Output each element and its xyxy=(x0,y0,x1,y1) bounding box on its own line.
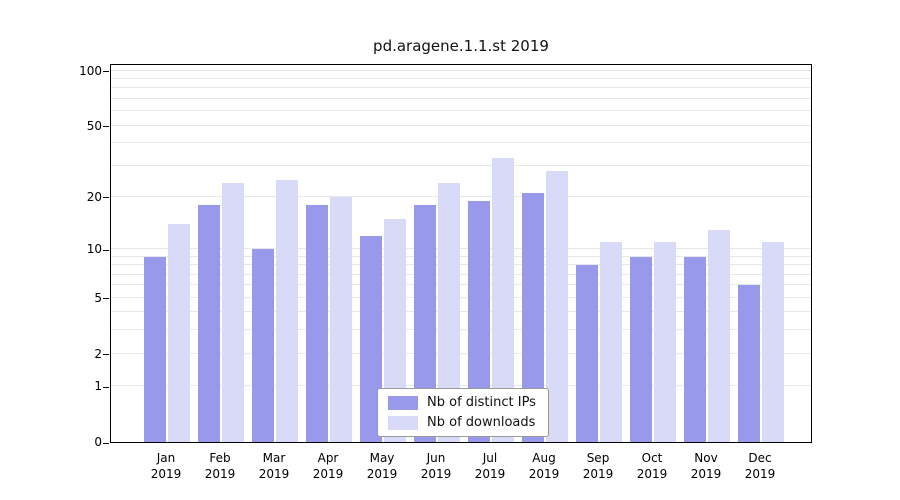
x-tick-label: Nov 2019 xyxy=(690,451,722,482)
gridline xyxy=(111,124,811,126)
y-tick-mark xyxy=(103,386,109,388)
gridline xyxy=(111,69,811,71)
bar-distinct-ips xyxy=(198,205,220,442)
legend-item-downloads: Nb of downloads xyxy=(388,415,536,430)
gridline xyxy=(111,273,811,275)
bar-distinct-ips xyxy=(738,285,760,442)
bar-downloads xyxy=(384,218,406,442)
bar-downloads xyxy=(330,197,352,442)
legend: Nb of distinct IPs Nb of downloads xyxy=(377,388,549,437)
gridline xyxy=(111,385,811,387)
bar-downloads xyxy=(762,242,784,442)
bar-downloads xyxy=(492,158,514,442)
bar-distinct-ips xyxy=(306,205,328,442)
plot-area xyxy=(110,64,812,443)
gridline xyxy=(111,255,811,257)
y-tick-label: 50 xyxy=(86,118,102,133)
bar-distinct-ips xyxy=(576,265,598,442)
y-tick-label: 20 xyxy=(86,189,102,204)
bar-downloads xyxy=(654,242,676,442)
x-tick-label: Oct 2019 xyxy=(636,451,668,482)
bar-distinct-ips xyxy=(360,235,382,442)
y-tick-label: 10 xyxy=(86,242,102,257)
bar-downloads xyxy=(222,182,244,442)
legend-swatch-downloads xyxy=(388,415,418,430)
chart-title: pd.aragene.1.1.st 2019 xyxy=(373,37,549,55)
x-tick-label: Dec 2019 xyxy=(744,451,776,482)
x-tick-label: Sep 2019 xyxy=(582,451,614,482)
bar-distinct-ips xyxy=(144,256,166,442)
y-tick-mark xyxy=(103,71,109,73)
x-tick-label: Jul 2019 xyxy=(474,451,506,482)
gridline xyxy=(111,78,811,79)
bar-downloads xyxy=(708,229,730,442)
x-tick-label: Aug 2019 xyxy=(528,451,560,482)
bar-distinct-ips xyxy=(522,193,544,442)
bar-distinct-ips xyxy=(414,205,436,442)
gridline xyxy=(111,196,811,197)
x-tick-label: Jan 2019 xyxy=(150,451,182,482)
gridline xyxy=(111,142,811,144)
bar-downloads xyxy=(546,171,568,442)
gridline xyxy=(111,248,811,250)
x-tick-label: May 2019 xyxy=(366,451,398,482)
gridline xyxy=(111,97,811,99)
y-tick-label: 5 xyxy=(94,290,102,305)
x-tick-label: Feb 2019 xyxy=(204,451,236,482)
y-tick-label: 2 xyxy=(94,346,102,361)
x-tick-label: Mar 2019 xyxy=(258,451,290,482)
bar-downloads xyxy=(438,182,460,442)
gridline xyxy=(111,264,811,266)
gridline xyxy=(111,352,811,354)
y-tick-mark xyxy=(103,442,109,444)
bar-distinct-ips xyxy=(684,256,706,442)
x-tick-label: Apr 2019 xyxy=(312,451,344,482)
gridline xyxy=(111,164,811,166)
gridline xyxy=(111,311,811,313)
y-tick-mark xyxy=(103,298,109,300)
y-tick-mark xyxy=(103,354,109,356)
legend-item-distinct-ips: Nb of distinct IPs xyxy=(388,395,536,410)
y-tick-mark xyxy=(103,249,109,251)
gridline xyxy=(111,110,811,112)
gridline xyxy=(111,329,811,331)
y-tick-label: 1 xyxy=(94,379,102,394)
bar-downloads xyxy=(276,179,298,442)
gridline xyxy=(111,296,811,298)
bar-distinct-ips xyxy=(468,200,490,442)
legend-swatch-distinct-ips xyxy=(388,395,418,410)
bar-downloads xyxy=(168,224,190,442)
legend-label-downloads: Nb of downloads xyxy=(427,415,536,430)
legend-label-distinct-ips: Nb of distinct IPs xyxy=(427,395,536,410)
x-tick-label: Jun 2019 xyxy=(420,451,452,482)
y-tick-label: 100 xyxy=(79,63,102,78)
y-tick-mark xyxy=(103,126,109,128)
bar-distinct-ips xyxy=(630,256,652,442)
y-tick-label: 0 xyxy=(94,435,102,449)
y-tick-mark xyxy=(103,197,109,199)
bar-distinct-ips xyxy=(252,249,274,442)
gridline xyxy=(111,87,811,89)
bar-downloads xyxy=(600,242,622,442)
gridline xyxy=(111,284,811,286)
